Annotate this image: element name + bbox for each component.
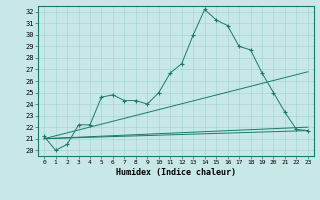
X-axis label: Humidex (Indice chaleur): Humidex (Indice chaleur) xyxy=(116,168,236,177)
